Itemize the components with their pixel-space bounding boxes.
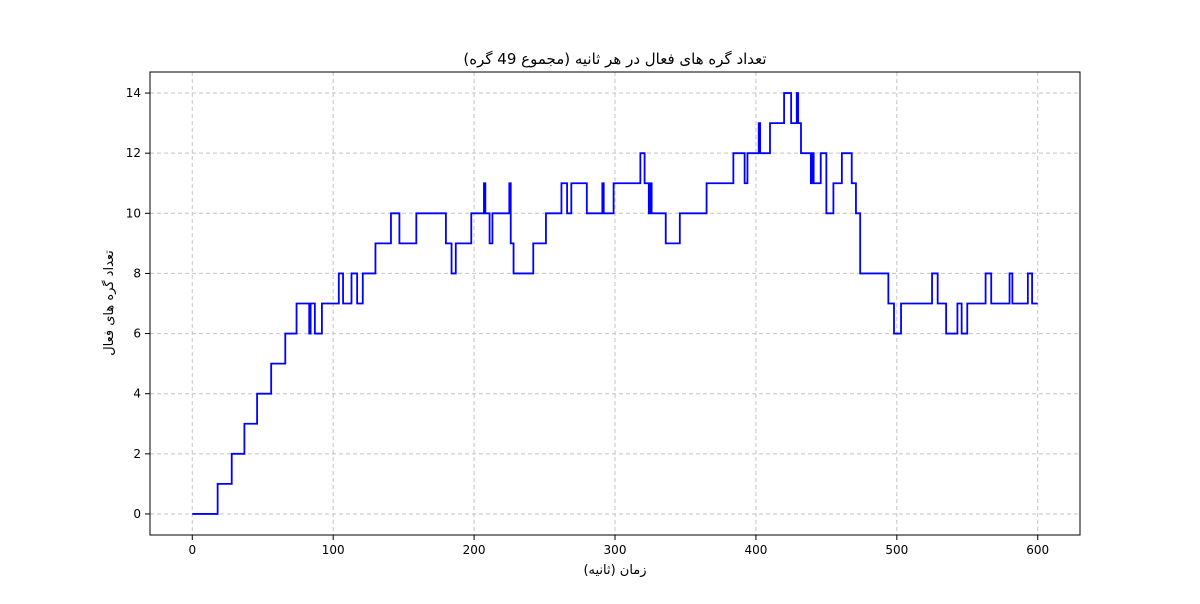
y-tick-label: 0: [133, 507, 141, 521]
y-tick-label: 12: [126, 146, 141, 160]
x-tick-label: 500: [885, 543, 908, 557]
y-tick-label: 6: [133, 327, 141, 341]
grid-lines: [150, 72, 1080, 535]
y-tick-label: 14: [126, 86, 141, 100]
x-tick-label: 400: [744, 543, 767, 557]
y-tick-label: 4: [133, 387, 141, 401]
chart-title: تعداد گره های فعال در هر ثانیه (مجموع 49…: [463, 50, 766, 68]
x-tick-label: 100: [322, 543, 345, 557]
y-tick-label: 8: [133, 266, 141, 280]
x-tick-label: 600: [1026, 543, 1049, 557]
series-layer: [192, 92, 1038, 515]
axis-ticks: 0 100 200 300 400 500 600 0 2 4 6 8 10 12 14: [126, 86, 1049, 557]
y-tick-label: 2: [133, 447, 141, 461]
x-tick-label: 300: [604, 543, 627, 557]
x-tick-label: 200: [463, 543, 486, 557]
y-axis-label: تعداد گره های فعال: [101, 250, 117, 356]
x-axis-label: زمان (ثانیه): [583, 563, 646, 578]
y-tick-label: 10: [126, 206, 141, 220]
x-tick-label: 0: [188, 543, 196, 557]
active-nodes-series-line: [192, 92, 1038, 515]
